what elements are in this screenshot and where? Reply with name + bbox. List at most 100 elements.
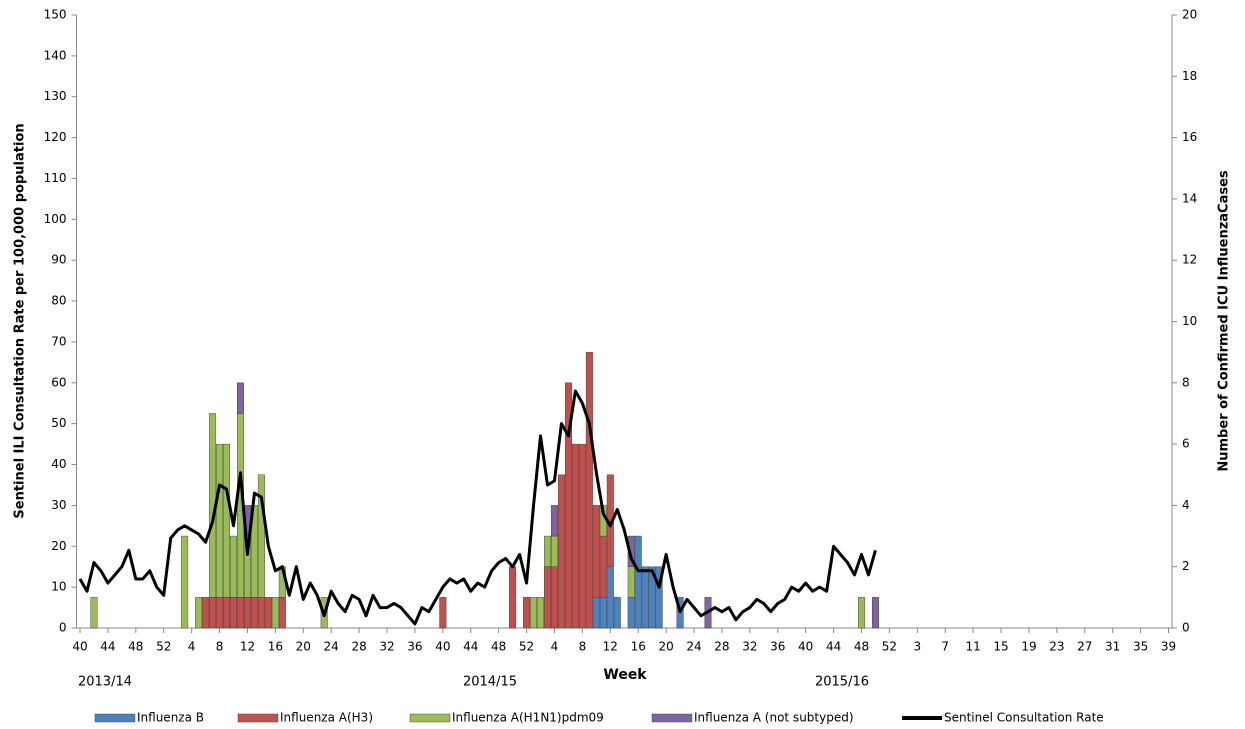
line bbox=[78, 389, 877, 626]
bar-segment bbox=[544, 566, 551, 629]
bar-segment bbox=[592, 505, 600, 598]
x-tick-label: 15 bbox=[993, 640, 1008, 654]
bar-segment bbox=[550, 535, 558, 567]
x-tick-label: 52 bbox=[519, 640, 534, 654]
y-tick-label: 0 bbox=[59, 621, 67, 635]
x-tick-label: 44 bbox=[826, 640, 841, 654]
x-tick-label: 20 bbox=[296, 640, 311, 654]
bar-segment bbox=[257, 597, 265, 629]
bar-segment bbox=[599, 535, 607, 598]
y-tick-label: 120 bbox=[44, 130, 67, 144]
x-tick-label: 11 bbox=[965, 640, 980, 654]
y2-tick-label: 20 bbox=[1182, 8, 1197, 22]
legend-swatch bbox=[651, 713, 693, 723]
x-tick-label: 40 bbox=[798, 640, 813, 654]
x-tick-label: 48 bbox=[128, 640, 143, 654]
bar-segment bbox=[648, 566, 656, 629]
x-tick-label: 28 bbox=[714, 640, 729, 654]
legend-swatch bbox=[94, 713, 136, 723]
y-tick-label: 10 bbox=[51, 580, 66, 594]
bar-segment bbox=[634, 535, 642, 629]
bar-segment bbox=[571, 443, 579, 629]
bar-segment bbox=[257, 474, 265, 598]
y2-tick-label: 2 bbox=[1182, 559, 1190, 573]
y2-tick-label: 6 bbox=[1182, 437, 1190, 451]
x-tick-label: 39 bbox=[1161, 640, 1176, 654]
x-tick-label: 4 bbox=[551, 640, 559, 654]
bar-segment bbox=[585, 351, 593, 629]
bar-segment bbox=[537, 597, 544, 629]
x-tick-label: 24 bbox=[324, 640, 339, 654]
bar-segment bbox=[271, 597, 279, 629]
x-tick-label: 8 bbox=[579, 640, 587, 654]
season-label: 2014/15 bbox=[463, 675, 517, 690]
y2-axis-title: Number of Confirmed ICU InfluenzaCases bbox=[1217, 170, 1232, 472]
bar-segment bbox=[523, 597, 531, 629]
x-tick-label: 44 bbox=[100, 640, 115, 654]
bar-segment bbox=[90, 597, 98, 629]
bar-segment bbox=[230, 535, 237, 598]
y-tick-label: 80 bbox=[51, 294, 66, 308]
bar-segment bbox=[592, 597, 600, 629]
x-tick-label: 36 bbox=[407, 640, 422, 654]
x-tick-label: 12 bbox=[240, 640, 255, 654]
x-tick-label: 4 bbox=[188, 640, 196, 654]
legend-label: Influenza A(H1N1)pdm09 bbox=[452, 711, 604, 725]
x-axis-title: Week bbox=[603, 667, 647, 683]
bar-segment bbox=[216, 443, 224, 598]
x-tick-label: 27 bbox=[1077, 640, 1092, 654]
y2-tick-label: 8 bbox=[1182, 375, 1190, 389]
bar-segment bbox=[550, 566, 558, 629]
legend-label: Sentinel Consultation Rate bbox=[944, 711, 1104, 725]
bar-segment bbox=[216, 597, 224, 629]
y-tick-label: 40 bbox=[51, 457, 66, 471]
y2-tick-label: 14 bbox=[1182, 191, 1197, 205]
x-tick-label: 35 bbox=[1133, 640, 1148, 654]
x-tick-label: 48 bbox=[854, 640, 869, 654]
y-tick-label: 100 bbox=[44, 212, 67, 226]
y-tick-label: 140 bbox=[44, 48, 67, 62]
x-tick-label: 24 bbox=[686, 640, 701, 654]
bar-segment bbox=[509, 566, 517, 629]
x-tick-label: 16 bbox=[268, 640, 283, 654]
y-axis-title: Sentinel ILI Consultation Rate per 100,0… bbox=[13, 123, 28, 518]
season-label: 2013/14 bbox=[78, 675, 132, 690]
x-tick-label: 28 bbox=[351, 640, 366, 654]
bar-segment bbox=[858, 597, 865, 629]
y2-tick-label: 4 bbox=[1182, 498, 1190, 512]
x-tick-label: 36 bbox=[770, 640, 785, 654]
bar-segment bbox=[627, 597, 635, 629]
bar-segment bbox=[278, 597, 286, 629]
bar-segment bbox=[530, 597, 538, 629]
bar-segment bbox=[557, 474, 565, 629]
bar-segment bbox=[223, 443, 231, 598]
x-tick-label: 40 bbox=[72, 640, 87, 654]
y2-tick-label: 0 bbox=[1182, 621, 1190, 635]
y-tick-label: 20 bbox=[51, 539, 66, 553]
y-tick-label: 60 bbox=[51, 375, 66, 389]
bar-segment bbox=[655, 566, 663, 629]
bar-segment bbox=[264, 597, 272, 629]
bar-segment bbox=[250, 597, 258, 629]
bar-segment bbox=[439, 597, 447, 629]
bar-segment bbox=[243, 597, 251, 629]
y2-tick-label: 16 bbox=[1182, 130, 1197, 144]
bar-segment bbox=[236, 382, 244, 414]
y2-tick-label: 12 bbox=[1182, 253, 1197, 267]
y-tick-label: 50 bbox=[51, 416, 66, 430]
season-label: 2015/16 bbox=[815, 675, 869, 690]
bar-segment bbox=[209, 597, 217, 629]
x-tick-label: 16 bbox=[631, 640, 646, 654]
legend-swatch bbox=[237, 713, 279, 723]
x-tick-label: 31 bbox=[1105, 640, 1120, 654]
x-tick-label: 44 bbox=[463, 640, 478, 654]
y2-tick-label: 10 bbox=[1182, 314, 1197, 328]
bar-segment bbox=[564, 382, 572, 629]
x-tick-label: 23 bbox=[1049, 640, 1064, 654]
y2-tick-label: 18 bbox=[1182, 69, 1197, 83]
legend-swatch bbox=[409, 713, 451, 723]
bar-segment bbox=[181, 535, 189, 629]
bar-segment bbox=[627, 566, 635, 598]
